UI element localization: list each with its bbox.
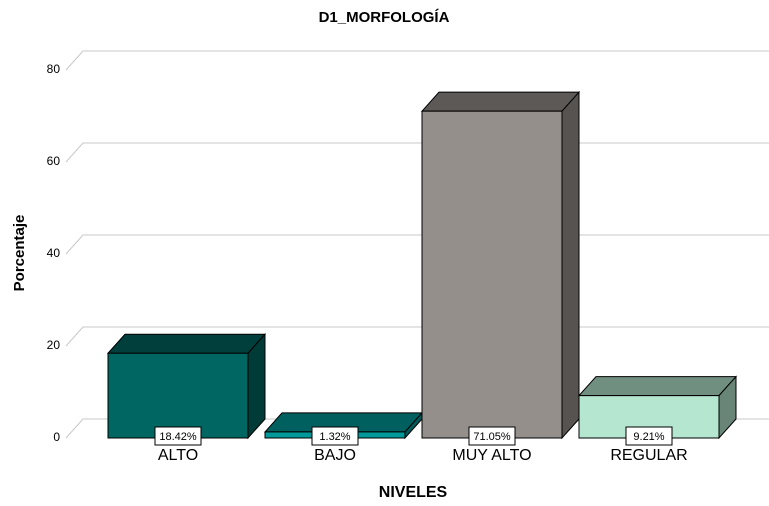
- y-tick-label: 0: [53, 430, 60, 444]
- value-label: 1.32%: [319, 431, 350, 443]
- bar-top: [577, 376, 738, 397]
- bar: 18.42%: [106, 332, 267, 446]
- y-axis-label: Porcentaje: [11, 215, 28, 292]
- x-tick-label: REGULAR: [610, 447, 687, 464]
- bar: 71.05%: [420, 90, 581, 446]
- bar: 9.21%: [577, 375, 738, 446]
- y-tick-label: 60: [47, 154, 61, 168]
- grid-line: [65, 142, 769, 163]
- x-tick-label: MUY ALTO: [452, 447, 531, 464]
- bar-side: [247, 332, 266, 440]
- bar-top: [420, 91, 581, 112]
- value-label-box: [311, 426, 359, 446]
- x-tick-label: BAJO: [314, 447, 356, 464]
- bar-front: [421, 110, 563, 439]
- value-label: 71.05%: [473, 431, 511, 443]
- grid-line: [65, 50, 769, 71]
- bar-front: [107, 352, 249, 439]
- y-tick-label: 20: [47, 338, 61, 352]
- value-label-box: [154, 426, 202, 446]
- y-tick-label: 40: [47, 246, 61, 260]
- bar-top: [106, 333, 267, 354]
- bar-side: [561, 90, 580, 440]
- value-label: 9.21%: [633, 431, 664, 443]
- x-axis-label: NIVELES: [379, 484, 448, 501]
- grid-line: [65, 234, 769, 255]
- bar: 1.32%: [263, 411, 424, 446]
- y-tick-label: 80: [47, 62, 61, 76]
- value-label-box: [625, 426, 673, 446]
- value-label-box: [468, 426, 516, 446]
- x-tick-label: ALTO: [158, 447, 198, 464]
- value-label: 18.42%: [159, 431, 197, 443]
- chart-title: D1_MORFOLOGÍA: [319, 9, 450, 26]
